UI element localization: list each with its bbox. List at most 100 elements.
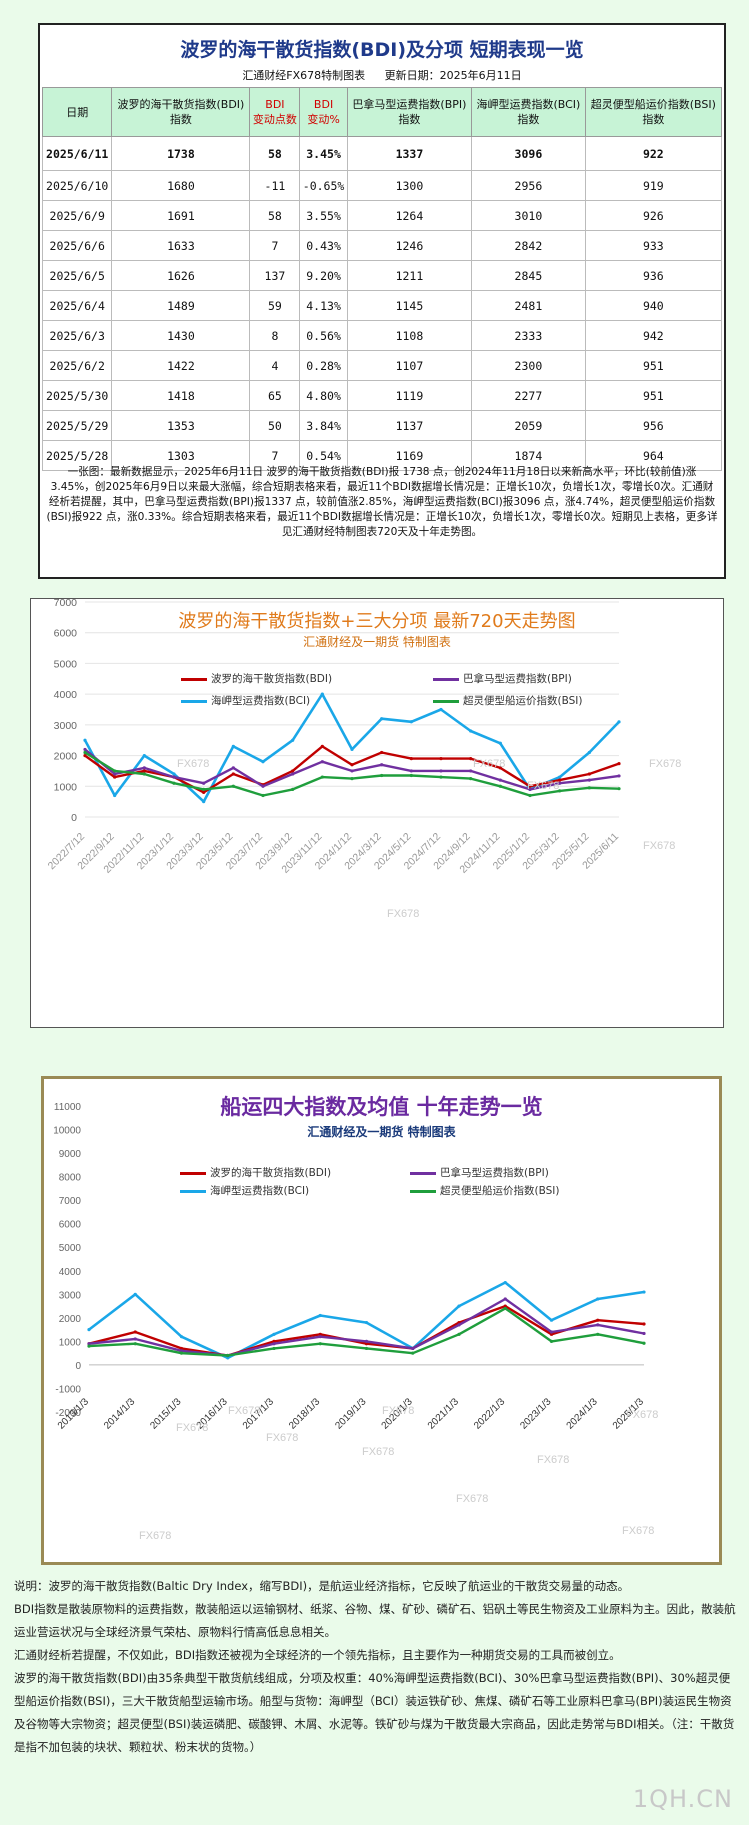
data-point xyxy=(558,778,562,782)
data-point xyxy=(380,750,384,755)
watermark-text: FX678 xyxy=(527,780,559,792)
data-point xyxy=(179,1351,184,1355)
table-cell: 1300 xyxy=(346,170,473,201)
data-point xyxy=(318,1342,322,1346)
chart1-title: 波罗的海干散货指数+三大分项 最新720天走势图 xyxy=(178,611,576,632)
legend2-swatch-bci xyxy=(180,1189,206,1193)
table-cell: 1145 xyxy=(346,290,473,321)
data-point xyxy=(291,738,295,742)
y-tick-label: -2000 xyxy=(55,1408,81,1419)
data-point xyxy=(231,772,235,776)
table-cell: 936 xyxy=(584,260,723,291)
table-cell: 2025/6/3 xyxy=(41,320,113,351)
data-point xyxy=(226,1353,230,1358)
legend2-label-bpi: 巴拿马型运费指数(BPI) xyxy=(440,1167,549,1179)
legend-swatch-bsi xyxy=(433,699,459,703)
x-tick-label: 2023/1/3 xyxy=(518,1396,554,1432)
data-point xyxy=(113,775,117,779)
table-cell: 9.20% xyxy=(299,260,348,291)
table-cell: 2025/5/28 xyxy=(41,440,113,471)
table-cell: 2333 xyxy=(471,320,586,351)
brand-watermark: 1QH.CN xyxy=(632,1785,733,1813)
legend-label-bdi: 波罗的海干散货指数(BDI) xyxy=(211,673,333,685)
data-point xyxy=(617,787,621,791)
legend2-swatch-bpi xyxy=(410,1171,436,1175)
legend-swatch-bdi xyxy=(181,677,207,681)
data-point xyxy=(498,778,502,782)
data-point xyxy=(549,1318,554,1322)
column-header: 海岬型运费指数(BCI) 指数 xyxy=(471,87,586,137)
legend-swatch-bci xyxy=(181,699,207,703)
table-cell: 58 xyxy=(249,200,301,231)
data-point xyxy=(291,787,295,791)
table-row: 2025/6/4 1489 59 4.13% 1145 2481 940 xyxy=(41,290,723,321)
table-cell: 951 xyxy=(584,380,723,411)
table-cell: 1108 xyxy=(346,320,473,351)
watermark-text: FX678 xyxy=(387,908,419,920)
data-point xyxy=(380,717,384,721)
table-cell: 956 xyxy=(584,410,723,441)
table-cell: 2300 xyxy=(471,350,586,381)
table-cell: 3.45% xyxy=(299,136,348,171)
data-point xyxy=(231,784,235,788)
data-point xyxy=(113,772,117,776)
chart2-plot: -2000 -1000 0 1000 2000 3000 4000 5000 6000 7000 8… xyxy=(53,1102,658,1542)
table-cell: 951 xyxy=(584,350,723,381)
legend2-bpi: 巴拿马型运费指数(BPI) xyxy=(410,1165,549,1180)
note-line: BDI指数是散装原物料的运费指数，散装船运以运输钢材、纸浆、谷物、煤、矿砂、磷矿… xyxy=(14,1602,736,1639)
data-point xyxy=(318,1335,322,1339)
table-cell: 1691 xyxy=(111,200,251,231)
table-cell: 2025/6/11 xyxy=(41,136,113,171)
data-point xyxy=(142,753,146,758)
table-cell: 0.28% xyxy=(299,350,348,381)
table-cell: 2025/6/9 xyxy=(41,200,113,231)
table-cell: 1137 xyxy=(346,410,473,441)
data-point xyxy=(179,1349,184,1353)
table-row: 2025/6/11 1738 58 3.45% 1337 3096 922 xyxy=(41,136,723,171)
data-point xyxy=(549,1330,554,1334)
data-point xyxy=(318,1332,322,1336)
data-point xyxy=(558,789,562,793)
y-tick-label: 3000 xyxy=(59,1290,82,1301)
table-row: 2025/6/5 1626 137 9.20% 1211 2845 936 xyxy=(41,260,723,291)
data-point xyxy=(549,1339,554,1343)
data-point xyxy=(113,769,117,773)
table-cell: 922 xyxy=(584,136,723,171)
data-point xyxy=(272,1332,276,1336)
data-point xyxy=(172,772,176,776)
explanation-notes: 说明：波罗的海干散货指数(Baltic Dry Index，缩写BDI)，是航运… xyxy=(14,1575,739,1759)
data-point xyxy=(133,1337,137,1341)
data-point xyxy=(409,769,413,773)
watermark-text: FX678 xyxy=(649,758,681,770)
legend-swatch-bpi xyxy=(433,677,459,681)
data-point xyxy=(83,738,87,742)
table-row: 2025/6/3 1430 8 0.56% 1108 2333 942 xyxy=(41,320,723,351)
data-point xyxy=(439,769,443,773)
data-point xyxy=(202,790,206,795)
watermark-text: FX678 xyxy=(456,1493,488,1505)
data-point xyxy=(291,769,295,773)
data-point xyxy=(231,766,235,770)
table-cell: 940 xyxy=(584,290,723,321)
data-point xyxy=(202,781,206,785)
legend2-label-bsi: 超灵便型船运价指数(BSI) xyxy=(440,1185,560,1197)
legend-label-bci: 海岬型运费指数(BCI) xyxy=(211,695,311,707)
table-cell: 3.55% xyxy=(299,200,348,231)
data-point xyxy=(87,1328,91,1332)
table-cell: 1337 xyxy=(346,136,473,171)
watermark-text: FX678 xyxy=(473,758,505,770)
watermark-text: FX678 xyxy=(139,1530,171,1542)
data-point xyxy=(469,777,473,781)
data-point xyxy=(498,784,502,788)
data-point xyxy=(409,757,413,761)
data-point xyxy=(587,778,591,782)
data-point xyxy=(596,1318,600,1322)
data-point xyxy=(320,760,324,764)
data-point xyxy=(133,1342,137,1346)
column-header: 巴拿马型运费指数(BPI) 指数 xyxy=(346,87,473,137)
data-point xyxy=(364,1320,369,1325)
legend-bci: 海岬型运费指数(BCI) xyxy=(181,693,310,708)
table-cell: 2025/6/2 xyxy=(41,350,113,381)
data-point xyxy=(596,1297,600,1301)
data-point xyxy=(133,1292,137,1296)
